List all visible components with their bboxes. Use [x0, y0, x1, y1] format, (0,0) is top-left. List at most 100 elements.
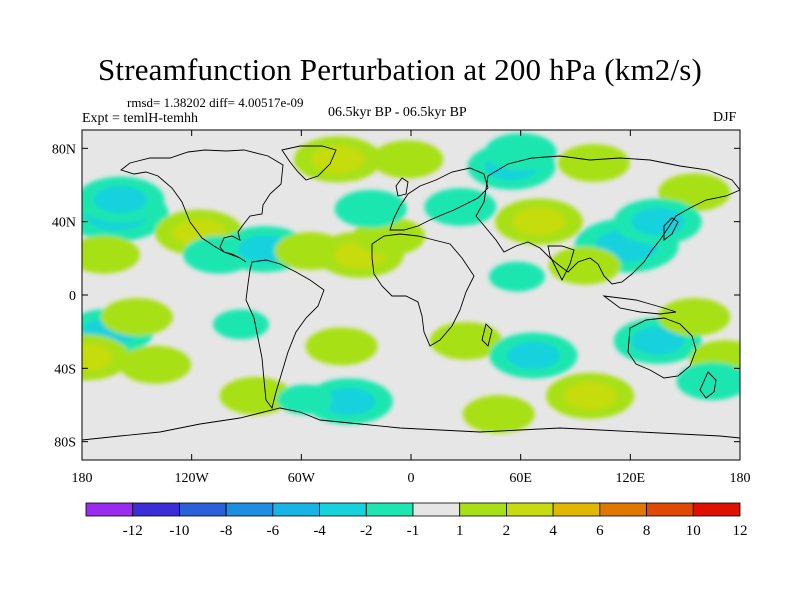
anomaly-cell	[293, 136, 382, 183]
anomaly-contour	[93, 185, 147, 214]
coastlines	[82, 145, 740, 441]
experiment-label: Expt = temlH-temhh	[82, 111, 198, 126]
anomaly-cell	[546, 372, 635, 419]
anomaly-contour	[219, 376, 292, 415]
y-tick-label: 0	[69, 289, 76, 304]
colorbar-swatch	[225, 502, 274, 517]
anomaly-cell	[304, 378, 393, 425]
colorbar-label: -2	[360, 523, 373, 539]
colorbar-swatch	[179, 502, 227, 517]
coast-europe	[389, 167, 489, 231]
anomaly-cell	[119, 345, 192, 384]
anomaly-contour	[119, 345, 192, 384]
anomaly-cell	[489, 261, 546, 292]
coast-greenland	[281, 145, 337, 181]
anomaly-contour	[658, 298, 731, 336]
colorbar-label: -4	[313, 523, 326, 539]
anomaly-cell	[213, 309, 270, 340]
anomaly-contour	[311, 145, 365, 174]
colorbar-swatch	[319, 502, 367, 517]
x-tick-label: 60E	[509, 471, 532, 486]
anomaly-contour	[334, 189, 407, 228]
colorbar-swatch	[599, 502, 647, 517]
anomaly-cell	[462, 395, 535, 434]
anomaly-cell	[82, 235, 140, 274]
coast-japan	[663, 217, 679, 241]
colorbar-label: -10	[169, 523, 189, 539]
anomaly-cell	[613, 198, 702, 245]
anomaly-cell	[548, 246, 621, 285]
anomaly-contour	[371, 140, 444, 179]
y-tick-label: 80N	[52, 142, 76, 157]
stats-label: rmsd= 1.38202 diff= 4.00517e-09	[127, 95, 304, 110]
anomaly-cell	[494, 198, 583, 245]
anomaly-contour	[631, 327, 685, 355]
coast-britain	[395, 177, 409, 197]
colorbar-label: 2	[503, 523, 511, 539]
coast-australia	[627, 317, 697, 379]
anomaly-cell	[82, 334, 130, 381]
anomaly-contour	[484, 133, 557, 171]
map-background	[82, 130, 740, 460]
coast-india	[547, 245, 575, 282]
anomaly-contour	[676, 362, 740, 401]
anomaly-cell	[276, 384, 333, 415]
coast-asia	[475, 155, 740, 285]
colorbar-swatch	[365, 502, 414, 517]
colorbar-label: 6	[596, 523, 604, 539]
colorbar-label: 12	[733, 523, 748, 539]
anomaly-contour	[548, 246, 621, 285]
x-tick-label: 180	[730, 471, 751, 486]
anomaly-contour	[563, 382, 617, 410]
colorbar-label: -12	[123, 523, 143, 539]
anomaly-contour	[82, 343, 113, 372]
colorbar-label: 1	[456, 523, 464, 539]
colorbar-swatch	[692, 502, 741, 517]
x-tick-label: 120W	[175, 471, 210, 486]
anomaly-contour	[462, 395, 535, 434]
coast-north-america	[120, 149, 284, 263]
colorbar-label: 10	[686, 523, 701, 539]
anomaly-cell	[658, 298, 731, 336]
coast-madagascar	[481, 323, 493, 347]
anomaly-contour	[322, 387, 376, 416]
coast-africa	[371, 233, 475, 347]
coast-south-america	[245, 259, 325, 410]
anomaly-cell	[82, 176, 165, 223]
colorbar-label: -8	[220, 523, 233, 539]
colorbar: -12 -10 -8 -6 -4 -2 -1 1 2 4 6 8 10 12	[85, 502, 748, 539]
colorbar-swatch	[552, 502, 601, 517]
anomaly-contour	[489, 261, 546, 292]
colorbar-swatch	[646, 502, 694, 517]
anomaly-contour	[100, 298, 173, 336]
y-tick-label: 40N	[52, 216, 76, 231]
colorbar-swatch	[272, 502, 320, 517]
anomaly-contour	[557, 144, 630, 182]
map-axes: 80N 40N 0 40S 80S 180 120W 60W 0 60E 120E 180	[52, 130, 751, 486]
anomaly-cell	[334, 189, 407, 228]
colorbar-swatch	[459, 502, 507, 517]
colorbar-label: 8	[643, 523, 651, 539]
anomaly-cell	[305, 327, 378, 366]
coast-indonesia	[602, 295, 677, 315]
colorbar-swatch	[85, 502, 134, 517]
coast-new-zealand	[699, 371, 717, 399]
chart-title: Streamfunction Perturbation at 200 hPa (…	[97, 52, 703, 87]
x-tick-label: 0	[408, 471, 415, 486]
anomaly-cell	[100, 298, 173, 336]
anomaly-cell	[371, 140, 444, 179]
anomaly-contour	[507, 341, 560, 370]
y-tick-label: 80S	[54, 436, 76, 451]
anomaly-contour	[631, 207, 685, 236]
anomaly-contour	[213, 309, 270, 340]
anomaly-contour	[512, 207, 566, 236]
y-tick-label: 40S	[54, 362, 76, 377]
colorbar-label: -6	[267, 523, 280, 539]
x-tick-label: 180	[72, 471, 93, 486]
colorbar-label: -1	[407, 523, 420, 539]
anomaly-contour	[305, 327, 378, 366]
anomaly-cell	[557, 144, 630, 182]
season-label: DJF	[713, 110, 737, 125]
colorbar-swatch	[506, 502, 554, 517]
